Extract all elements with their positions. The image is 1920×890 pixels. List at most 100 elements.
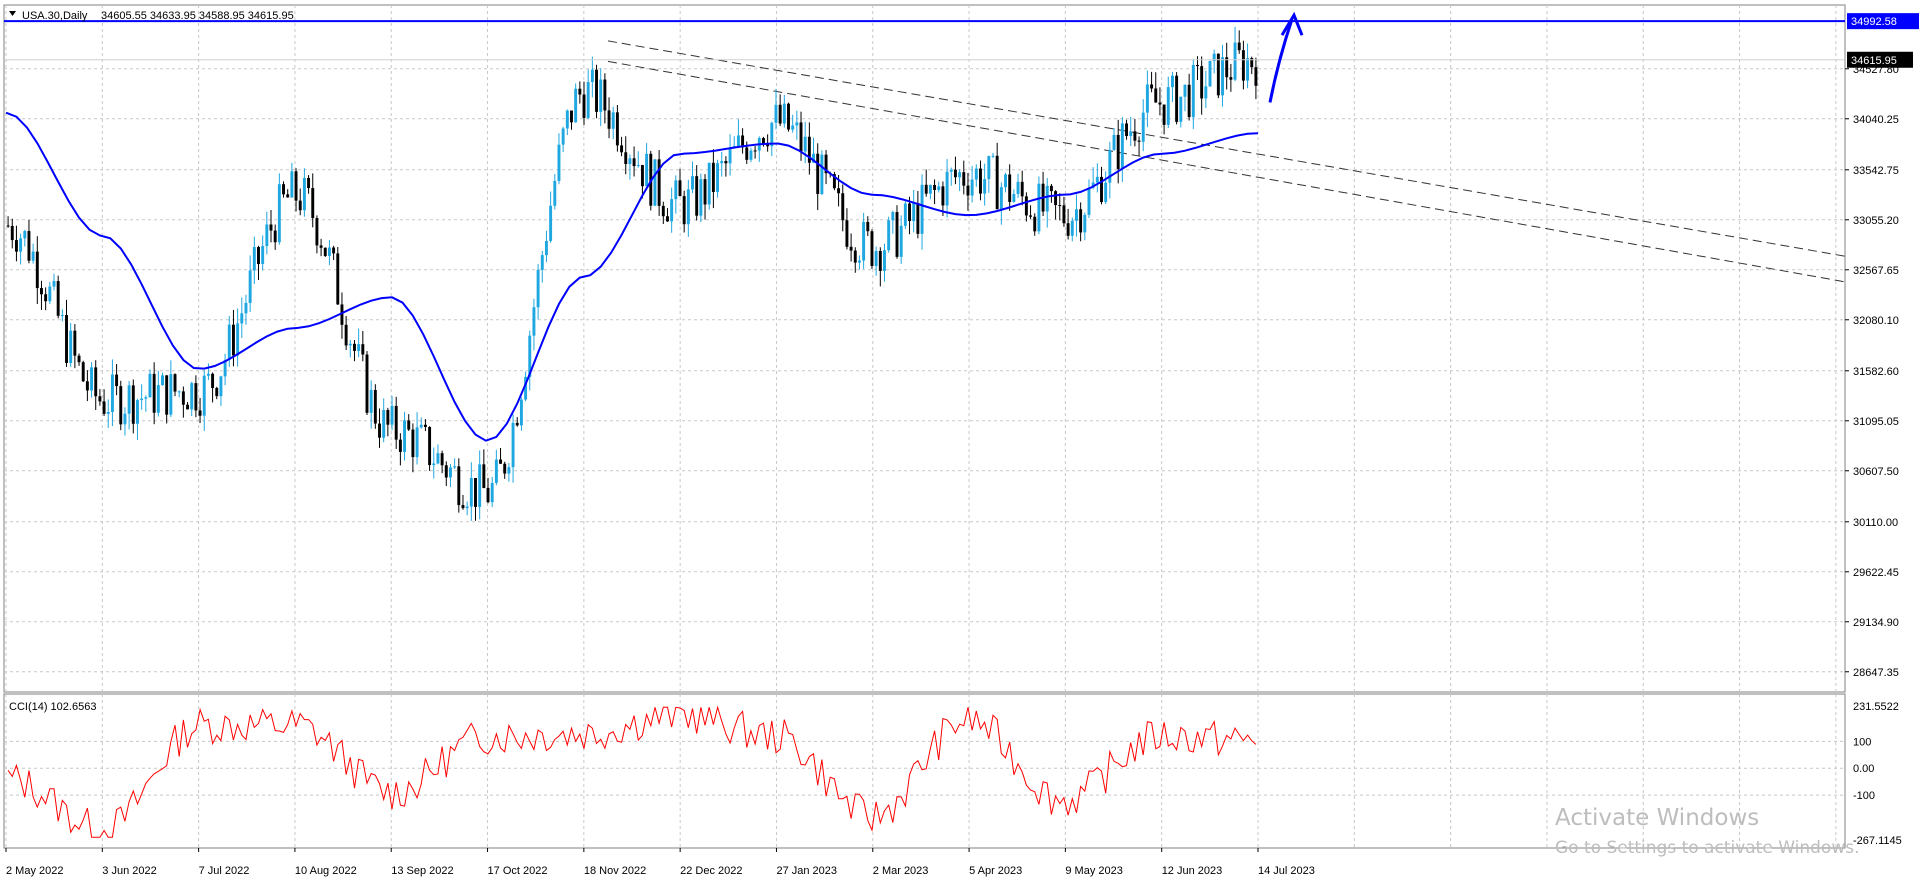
- price-tick-label: 29134.90: [1853, 617, 1899, 629]
- candle-body: [724, 161, 728, 164]
- candle-body: [198, 410, 202, 416]
- candle-body: [620, 145, 624, 153]
- candle-body: [403, 420, 407, 452]
- candle-body: [749, 150, 753, 160]
- level-price-label: 34992.58: [1851, 16, 1897, 28]
- candle-body: [52, 281, 56, 287]
- candle-body: [611, 112, 615, 129]
- candle-body: [1196, 64, 1199, 67]
- candle-body: [135, 400, 139, 424]
- candle-body: [152, 373, 156, 413]
- candle-body: [1104, 182, 1108, 203]
- candle-body: [1066, 223, 1070, 236]
- candle-body: [519, 399, 523, 426]
- candle-body: [1058, 205, 1062, 207]
- candle-body: [1008, 174, 1012, 202]
- candle-body: [474, 478, 477, 507]
- price-tick-label: 29622.45: [1853, 567, 1899, 579]
- candle-body: [219, 376, 223, 397]
- date-tick-label: 5 Apr 2023: [969, 865, 1022, 877]
- candle-body: [282, 184, 285, 195]
- candle-body: [444, 465, 448, 478]
- candle-body: [1054, 191, 1058, 206]
- candle-body: [261, 246, 265, 265]
- candle-body: [1049, 185, 1053, 192]
- candle-body: [453, 466, 457, 468]
- candle-body: [870, 231, 874, 267]
- candle-body: [432, 463, 436, 466]
- candle-body: [127, 385, 131, 414]
- price-tick-label: 34040.25: [1853, 114, 1899, 126]
- date-tick-label: 22 Dec 2022: [680, 865, 742, 877]
- candle-body: [302, 177, 306, 211]
- candle-body: [803, 136, 807, 152]
- candle-body: [745, 147, 749, 160]
- cci-tick-label: 231.5522: [1853, 701, 1899, 713]
- candle-body: [1204, 86, 1208, 99]
- candle-body: [373, 389, 377, 424]
- candle-body: [791, 125, 795, 130]
- candle-body: [181, 391, 185, 405]
- candle-body: [628, 158, 632, 165]
- candle-body: [1016, 181, 1020, 195]
- candle-body: [686, 189, 690, 225]
- candle-body: [540, 255, 544, 270]
- candle-body: [645, 153, 649, 187]
- candle-body: [40, 288, 43, 295]
- candle-body: [319, 245, 323, 248]
- candle-body: [294, 171, 298, 201]
- symbol-menu-triangle-icon[interactable]: [9, 11, 16, 16]
- candle-body: [194, 383, 198, 411]
- candle-body: [503, 463, 507, 474]
- arrow-shaft: [1268, 18, 1294, 103]
- candle-body: [457, 466, 461, 506]
- candle-body: [119, 386, 123, 425]
- date-tick-label: 12 Jun 2023: [1162, 865, 1223, 877]
- candle-body: [1087, 187, 1091, 215]
- candle-body: [407, 420, 411, 430]
- candle-body: [615, 112, 619, 146]
- candle-body: [85, 381, 89, 391]
- last-price-tag: [1847, 51, 1913, 68]
- candle-body: [891, 212, 895, 221]
- candle-body: [778, 104, 782, 124]
- price-tick-label: 32567.65: [1853, 265, 1899, 277]
- candle-body: [10, 225, 14, 241]
- candle-body: [73, 330, 77, 356]
- candle-body: [252, 247, 256, 271]
- candle-body: [131, 385, 135, 424]
- candle-body: [382, 410, 386, 438]
- candle-body: [486, 487, 490, 503]
- candle-body: [19, 238, 23, 252]
- candle-body: [436, 453, 440, 464]
- candle-body: [478, 464, 482, 507]
- candle-body: [298, 200, 302, 211]
- candle-body: [1191, 64, 1195, 118]
- candle-body: [999, 187, 1003, 210]
- date-tick-label: 18 Nov 2022: [584, 865, 646, 877]
- date-tick-label: 17 Oct 2022: [488, 865, 548, 877]
- candle-body: [995, 155, 999, 210]
- candle-body: [499, 459, 503, 464]
- candle-body: [332, 247, 336, 254]
- candle-body: [369, 389, 373, 413]
- candle-body: [448, 467, 452, 478]
- activate-windows-title: Activate Windows: [1555, 805, 1760, 831]
- candle-body: [703, 179, 707, 205]
- candle-body: [156, 385, 160, 413]
- candle-body: [353, 343, 356, 351]
- candle-body: [1116, 134, 1120, 170]
- candle-body: [974, 168, 978, 180]
- level-price-tag: [1847, 13, 1919, 30]
- candle-body: [728, 147, 732, 164]
- candle-body: [428, 426, 432, 466]
- candle-body: [223, 359, 227, 377]
- candle-body: [782, 103, 786, 124]
- candle-body: [1129, 131, 1133, 137]
- candle-body: [1029, 215, 1033, 217]
- candle-body: [1162, 104, 1166, 125]
- ma-line: [5, 111, 1259, 442]
- candle-body: [1250, 58, 1254, 68]
